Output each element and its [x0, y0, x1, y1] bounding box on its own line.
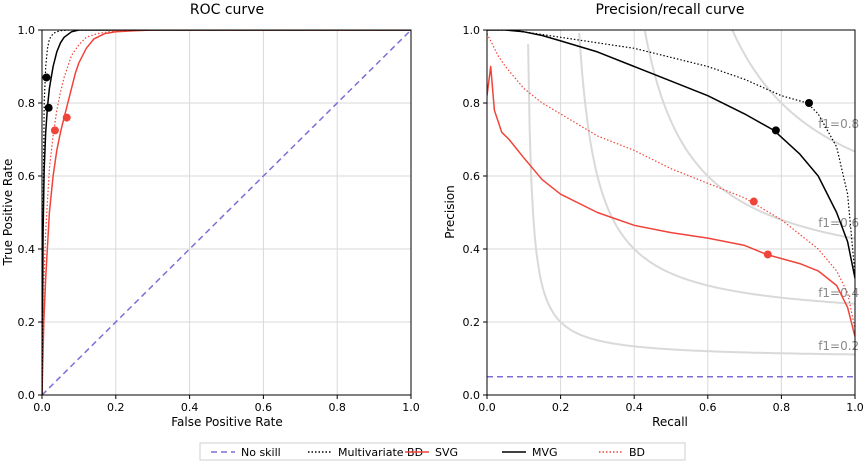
pr-ytick-label: 0.8	[463, 97, 481, 110]
legend-label-bd: BD	[629, 446, 645, 459]
pr-xtick-label: 0.8	[773, 401, 791, 414]
f1-iso-curve	[527, 44, 855, 356]
roc-marker-svg	[62, 113, 71, 122]
roc-ytick-label: 0.8	[18, 97, 36, 110]
pr-marker-svg	[763, 250, 772, 259]
pr-ytick-label: 1.0	[463, 24, 481, 37]
pr-marker-multivariate-bd	[805, 99, 813, 107]
pr-ytick-label: 0.2	[463, 316, 481, 329]
f1-label: f1=0.4	[818, 286, 859, 300]
roc-ylabel: True Positive Rate	[1, 159, 15, 267]
roc-ytick-label: 1.0	[18, 24, 36, 37]
legend-label-svg: SVG	[435, 446, 458, 459]
legend-label-no-skill: No skill	[241, 446, 281, 459]
roc-ytick-label: 0.4	[18, 243, 36, 256]
pr-xtick-label: 0.2	[552, 401, 570, 414]
roc-xtick-label: 0.0	[33, 401, 51, 414]
roc-xlabel: False Positive Rate	[171, 415, 283, 429]
roc-series-no-skill	[42, 30, 411, 395]
roc-xtick-label: 0.4	[181, 401, 199, 414]
pr-series-mvg	[487, 30, 855, 279]
roc-series-layer	[42, 30, 411, 395]
roc-series-svg	[42, 30, 411, 395]
roc-marker-mvg	[44, 103, 53, 112]
roc-xtick-label: 0.6	[255, 401, 273, 414]
roc-xtick-label: 0.2	[107, 401, 125, 414]
pr-series-svg	[487, 65, 855, 337]
pr-axes-frame	[486, 29, 856, 396]
roc-xtick-label: 0.8	[328, 401, 346, 414]
roc-title: ROC curve	[190, 2, 264, 18]
roc-ytick-label: 0.0	[18, 389, 36, 402]
f1-label: f1=0.8	[818, 117, 859, 131]
pr-xtick-label: 0.0	[478, 401, 496, 414]
legend-label-multivariate-bd: Multivariate BD	[338, 446, 423, 459]
roc-xtick-label: 1.0	[402, 401, 420, 414]
roc-marker-bd	[50, 126, 59, 135]
pr-f1-layer: f1=0.2 f1=0.4 f1=0.6 f1=0.8	[527, 30, 859, 356]
legend: No skill Multivariate BD SVG MVG BD	[199, 442, 686, 461]
pr-grid	[486, 29, 856, 396]
roc-ticks: 0.0 0.2 0.4 0.6 0.8 1.0 0.0 0.2 0.4 0.6 0.8 1.0	[18, 24, 420, 414]
f1-label: f1=0.2	[818, 339, 859, 353]
pr-chart: Precision/recall curve f1=0.2f1=0.4f1=0.…	[443, 2, 864, 429]
pr-ticks: 0.0 0.2 0.4 0.6 0.8 1.0 0.0 0.2 0.4 0.6 0.8 1.0	[463, 24, 864, 414]
pr-xtick-label: 0.4	[625, 401, 643, 414]
f1-iso-curve	[643, 30, 855, 240]
pr-marker-bd	[749, 197, 758, 206]
roc-ytick-label: 0.2	[18, 316, 36, 329]
roc-series-mvg	[42, 30, 411, 395]
legend-items: No skill Multivariate BD SVG MVG BD	[211, 446, 645, 459]
roc-chart: ROC curve 0.0 0.2 0.4 0.6 0.8 1.0 0.0 0.2 0.4 0.6…	[1, 2, 420, 429]
pr-series-bd	[487, 33, 855, 330]
roc-marker-multivariate-bd	[42, 73, 51, 82]
legend-label-mvg: MVG	[532, 446, 558, 459]
pr-ytick-label: 0.4	[463, 243, 481, 256]
pr-ylabel: Precision	[443, 185, 457, 239]
pr-series-multivariate-bd	[487, 30, 855, 275]
pr-marker-mvg	[771, 126, 780, 135]
pr-series-layer	[487, 30, 855, 378]
pr-title: Precision/recall curve	[596, 2, 745, 18]
roc-axes-frame	[41, 29, 412, 396]
pr-ytick-label: 0.6	[463, 170, 481, 183]
pr-ytick-label: 0.0	[463, 389, 481, 402]
pr-xlabel: Recall	[652, 415, 688, 429]
f1-iso-curve	[731, 30, 855, 153]
f1-label: f1=0.6	[818, 216, 859, 230]
roc-ytick-label: 0.6	[18, 170, 36, 183]
f1-iso-curve	[578, 32, 855, 305]
pr-xtick-label: 1.0	[846, 401, 864, 414]
legend-box	[199, 442, 686, 461]
pr-xtick-label: 0.6	[699, 401, 717, 414]
